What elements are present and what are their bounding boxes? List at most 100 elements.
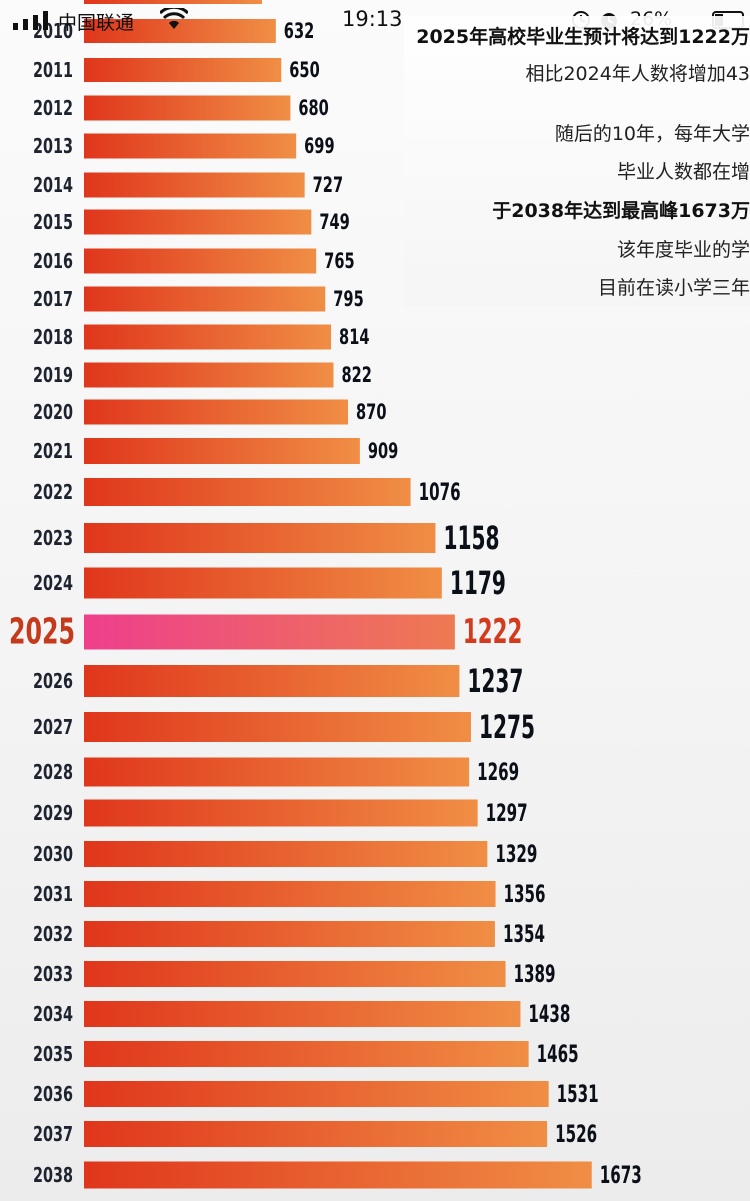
bar-cutoff: [84, 0, 262, 4]
year-label: 2036: [33, 1082, 73, 1106]
bar: [84, 362, 334, 388]
year-label: 2021: [33, 439, 73, 463]
bar: [84, 248, 317, 274]
value-label: 1179: [450, 564, 506, 602]
year-label: 2014: [33, 173, 73, 197]
bar: [84, 478, 411, 506]
year-label: 2019: [33, 363, 73, 387]
bar: [84, 1041, 529, 1067]
value-label: 1275: [479, 708, 535, 746]
bar: [84, 757, 470, 787]
annotation-line: 目前在读小学三年: [597, 277, 750, 299]
value-label: 814: [339, 325, 369, 349]
year-label: 2030: [33, 842, 73, 866]
bar: [84, 961, 506, 987]
year-label: 2035: [33, 1042, 73, 1066]
annotation-line: 毕业人数都在增: [616, 161, 750, 183]
bar: [84, 1001, 521, 1027]
year-label: 2037: [33, 1122, 73, 1146]
carrier-name: 中国联通: [58, 12, 135, 34]
value-label: 1673: [600, 1161, 642, 1189]
bar: [84, 1161, 592, 1189]
year-label: 2024: [33, 571, 73, 595]
bar: [84, 172, 305, 198]
year-label: 2016: [33, 249, 73, 273]
value-label: 1329: [495, 840, 537, 868]
year-label: 2033: [33, 962, 73, 986]
year-label: 2023: [33, 526, 73, 550]
value-label: 727: [313, 173, 343, 197]
value-label: 870: [356, 400, 386, 424]
value-label: 1356: [504, 880, 546, 908]
year-label: 2011: [33, 58, 73, 82]
year-label: 2020: [33, 400, 73, 424]
bar: [84, 133, 297, 159]
bar: [84, 1081, 549, 1107]
value-label: 822: [341, 363, 371, 387]
year-label: 2017: [33, 287, 73, 311]
value-label: 909: [368, 439, 398, 463]
value-label: 699: [304, 134, 334, 158]
value-label: 1438: [528, 1000, 570, 1028]
year-label: 2010: [33, 19, 73, 43]
bar: [84, 399, 349, 425]
bar: [84, 712, 471, 742]
annotation-title: 2025年高校毕业生预计将达到1222万: [416, 26, 750, 48]
value-label: 650: [289, 58, 319, 82]
bar: [84, 523, 436, 553]
value-label: 1531: [557, 1080, 599, 1108]
value-label: 632: [284, 19, 314, 43]
year-label: 2025: [9, 612, 75, 653]
year-label: 2029: [33, 801, 73, 825]
year-label: 2022: [33, 480, 73, 504]
value-label: 749: [319, 210, 349, 234]
bar: [84, 324, 332, 350]
bar: [84, 286, 326, 312]
bar: [84, 95, 291, 121]
year-label: 2015: [33, 210, 73, 234]
bar: [84, 58, 282, 82]
value-label: 1237: [467, 662, 523, 700]
bar: [84, 438, 360, 464]
value-label: 1076: [419, 478, 461, 506]
year-label: 2038: [33, 1163, 73, 1187]
year-label: 2012: [33, 96, 73, 120]
wifi-icon: [160, 8, 188, 29]
year-label: 2034: [33, 1002, 73, 1026]
year-label: 2026: [33, 669, 73, 693]
year-label: 2032: [33, 922, 73, 946]
value-label: 1389: [514, 960, 556, 988]
value-label: 1297: [486, 799, 528, 827]
value-label: 1354: [503, 920, 545, 948]
annotation-line: 相比2024年人数将增加43: [525, 63, 750, 85]
clock-time: 19:13: [342, 7, 403, 31]
annotation-panel: 2025年高校毕业生预计将达到1222万 相比2024年人数将增加43 随后的1…: [404, 16, 750, 306]
value-label: 1158: [443, 519, 499, 557]
bar: [84, 841, 488, 867]
bar: [84, 665, 460, 697]
value-label: 1465: [537, 1040, 579, 1068]
signal-strength-icon: [13, 11, 48, 30]
year-label: 2028: [33, 760, 73, 784]
bar: [84, 1121, 548, 1147]
value-label: 680: [298, 96, 328, 120]
annotation-line: 该年度毕业的学: [616, 239, 750, 261]
year-label: 2027: [33, 715, 73, 739]
annotation-line: 随后的10年，每年大学: [554, 123, 750, 145]
value-label: 1526: [555, 1120, 597, 1148]
bar: [84, 881, 496, 907]
bar: [84, 921, 495, 947]
bar: [84, 19, 276, 43]
annotation-line-emphasis: 于2038年达到最高峰1673万: [492, 200, 750, 222]
value-label: 765: [324, 249, 354, 273]
bar-highlight: [84, 614, 455, 650]
year-label: 2018: [33, 325, 73, 349]
bar: [84, 209, 312, 235]
year-label: 2031: [33, 882, 73, 906]
year-label: 2013: [33, 134, 73, 158]
value-label: 795: [333, 287, 363, 311]
value-label: 1269: [477, 758, 519, 786]
value-label: 1222: [463, 612, 523, 652]
bar: [84, 567, 442, 599]
